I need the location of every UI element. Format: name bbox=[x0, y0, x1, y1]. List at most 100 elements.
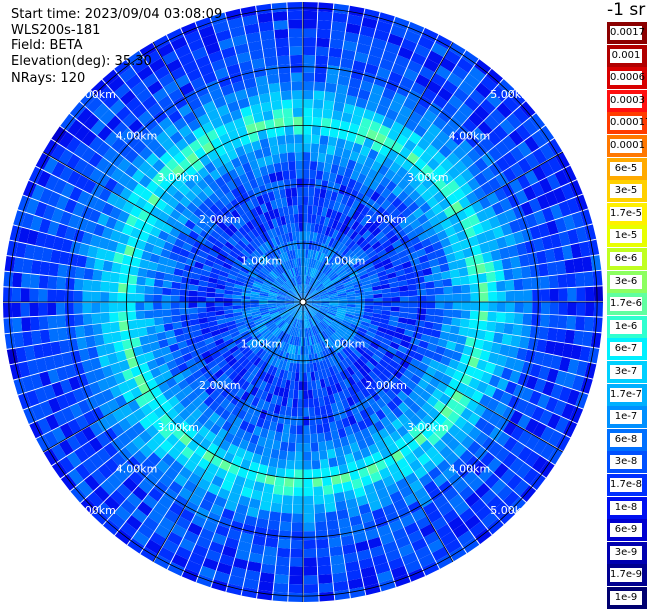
beta-bin bbox=[30, 274, 40, 288]
beta-bin bbox=[30, 303, 39, 317]
beta-bin bbox=[304, 452, 312, 461]
beta-bin bbox=[311, 451, 319, 460]
beta-bin bbox=[315, 179, 322, 189]
beta-bin bbox=[288, 20, 302, 29]
beta-bin bbox=[567, 288, 576, 302]
beta-bin bbox=[329, 48, 342, 58]
beta-bin bbox=[127, 303, 136, 312]
beta-bin bbox=[309, 188, 315, 197]
beta-bin bbox=[82, 291, 91, 302]
beta-bin bbox=[333, 483, 344, 493]
beta-bin bbox=[21, 303, 30, 317]
beta-bin bbox=[426, 302, 435, 309]
beta-bin bbox=[56, 303, 65, 315]
beta-bin bbox=[325, 83, 337, 93]
beta-bin bbox=[274, 574, 288, 584]
beta-bin bbox=[324, 163, 332, 173]
beta-bin bbox=[188, 302, 197, 308]
beta-bin bbox=[5, 333, 16, 349]
beta-bin bbox=[312, 469, 321, 479]
beta-bin bbox=[164, 323, 174, 331]
beta-bin bbox=[271, 100, 282, 110]
beta-bin bbox=[303, 46, 316, 55]
beta-bin bbox=[40, 261, 50, 275]
beta-bin bbox=[318, 574, 332, 584]
beta-bin bbox=[275, 127, 285, 137]
beta-bin bbox=[56, 277, 66, 290]
beta-bin bbox=[332, 563, 346, 574]
beta-bin bbox=[224, 306, 233, 310]
beta-bin bbox=[322, 476, 332, 486]
colorbar-label: 3e-9 bbox=[610, 546, 642, 560]
beta-bin bbox=[303, 346, 306, 355]
beta-bin bbox=[232, 302, 241, 306]
beta-bin bbox=[65, 315, 75, 327]
beta-bin bbox=[47, 303, 56, 316]
beta-bin bbox=[171, 315, 181, 322]
beta-bin bbox=[408, 308, 417, 314]
beta-bin bbox=[101, 323, 111, 334]
beta-bin bbox=[290, 549, 303, 558]
beta-bin bbox=[263, 110, 274, 120]
colorbar-label: 3e-5 bbox=[610, 184, 642, 198]
beta-bin bbox=[327, 449, 336, 459]
beta-bin bbox=[262, 555, 276, 565]
beta-bin bbox=[171, 309, 180, 316]
ring-label: 4.00km bbox=[449, 462, 491, 475]
beta-bin bbox=[306, 232, 310, 241]
beta-bin bbox=[289, 434, 296, 443]
beta-bin bbox=[469, 274, 479, 284]
beta-bin bbox=[303, 64, 315, 73]
beta-bin bbox=[162, 302, 171, 309]
beta-bin bbox=[324, 91, 335, 101]
beta-bin bbox=[118, 293, 127, 302]
beta-bin bbox=[329, 537, 342, 547]
beta-bin bbox=[503, 269, 513, 280]
beta-bin bbox=[593, 317, 603, 332]
beta-bin bbox=[12, 318, 22, 333]
beta-bin bbox=[92, 313, 102, 324]
beta-bin bbox=[311, 143, 319, 152]
beta-bin bbox=[291, 73, 302, 82]
beta-bin bbox=[317, 557, 331, 567]
beta-bin bbox=[593, 271, 603, 286]
beta-bin bbox=[576, 287, 585, 301]
colorbar-label: 0.00017 bbox=[610, 116, 642, 130]
beta-bin bbox=[594, 302, 603, 317]
beta-bin bbox=[180, 290, 189, 297]
beta-bin bbox=[319, 592, 334, 602]
beta-bin bbox=[549, 275, 559, 288]
beta-bin bbox=[91, 303, 100, 314]
beta-bin bbox=[493, 332, 503, 343]
beta-bin bbox=[408, 290, 417, 296]
beta-bin bbox=[171, 296, 180, 303]
beta-bin bbox=[272, 494, 283, 504]
beta-bin bbox=[479, 302, 488, 311]
beta-bin bbox=[559, 302, 568, 315]
beta-bin bbox=[314, 504, 325, 514]
beta-bin bbox=[31, 260, 41, 274]
beta-bin bbox=[319, 144, 328, 154]
beta-bin bbox=[128, 320, 138, 330]
beta-bin bbox=[171, 289, 180, 296]
beta-bin bbox=[82, 303, 91, 314]
beta-bin bbox=[550, 302, 559, 315]
beta-bin bbox=[100, 281, 110, 291]
beta-bin bbox=[290, 566, 304, 575]
beta-bin bbox=[317, 548, 330, 558]
beta-bin bbox=[303, 161, 310, 170]
beta-bin bbox=[48, 276, 58, 289]
beta-bin bbox=[136, 319, 146, 328]
beta-bin bbox=[304, 566, 318, 575]
beta-bin bbox=[317, 20, 331, 30]
beta-bin bbox=[304, 531, 316, 540]
beta-bin bbox=[559, 288, 568, 301]
beta-bin bbox=[233, 295, 242, 299]
beta-bin bbox=[21, 288, 30, 302]
beta-bin bbox=[484, 331, 494, 342]
beta-bin bbox=[291, 531, 303, 540]
beta-bin bbox=[558, 274, 568, 288]
beta-bin bbox=[307, 372, 311, 381]
beta-bin bbox=[65, 278, 75, 290]
beta-bin bbox=[538, 327, 548, 340]
